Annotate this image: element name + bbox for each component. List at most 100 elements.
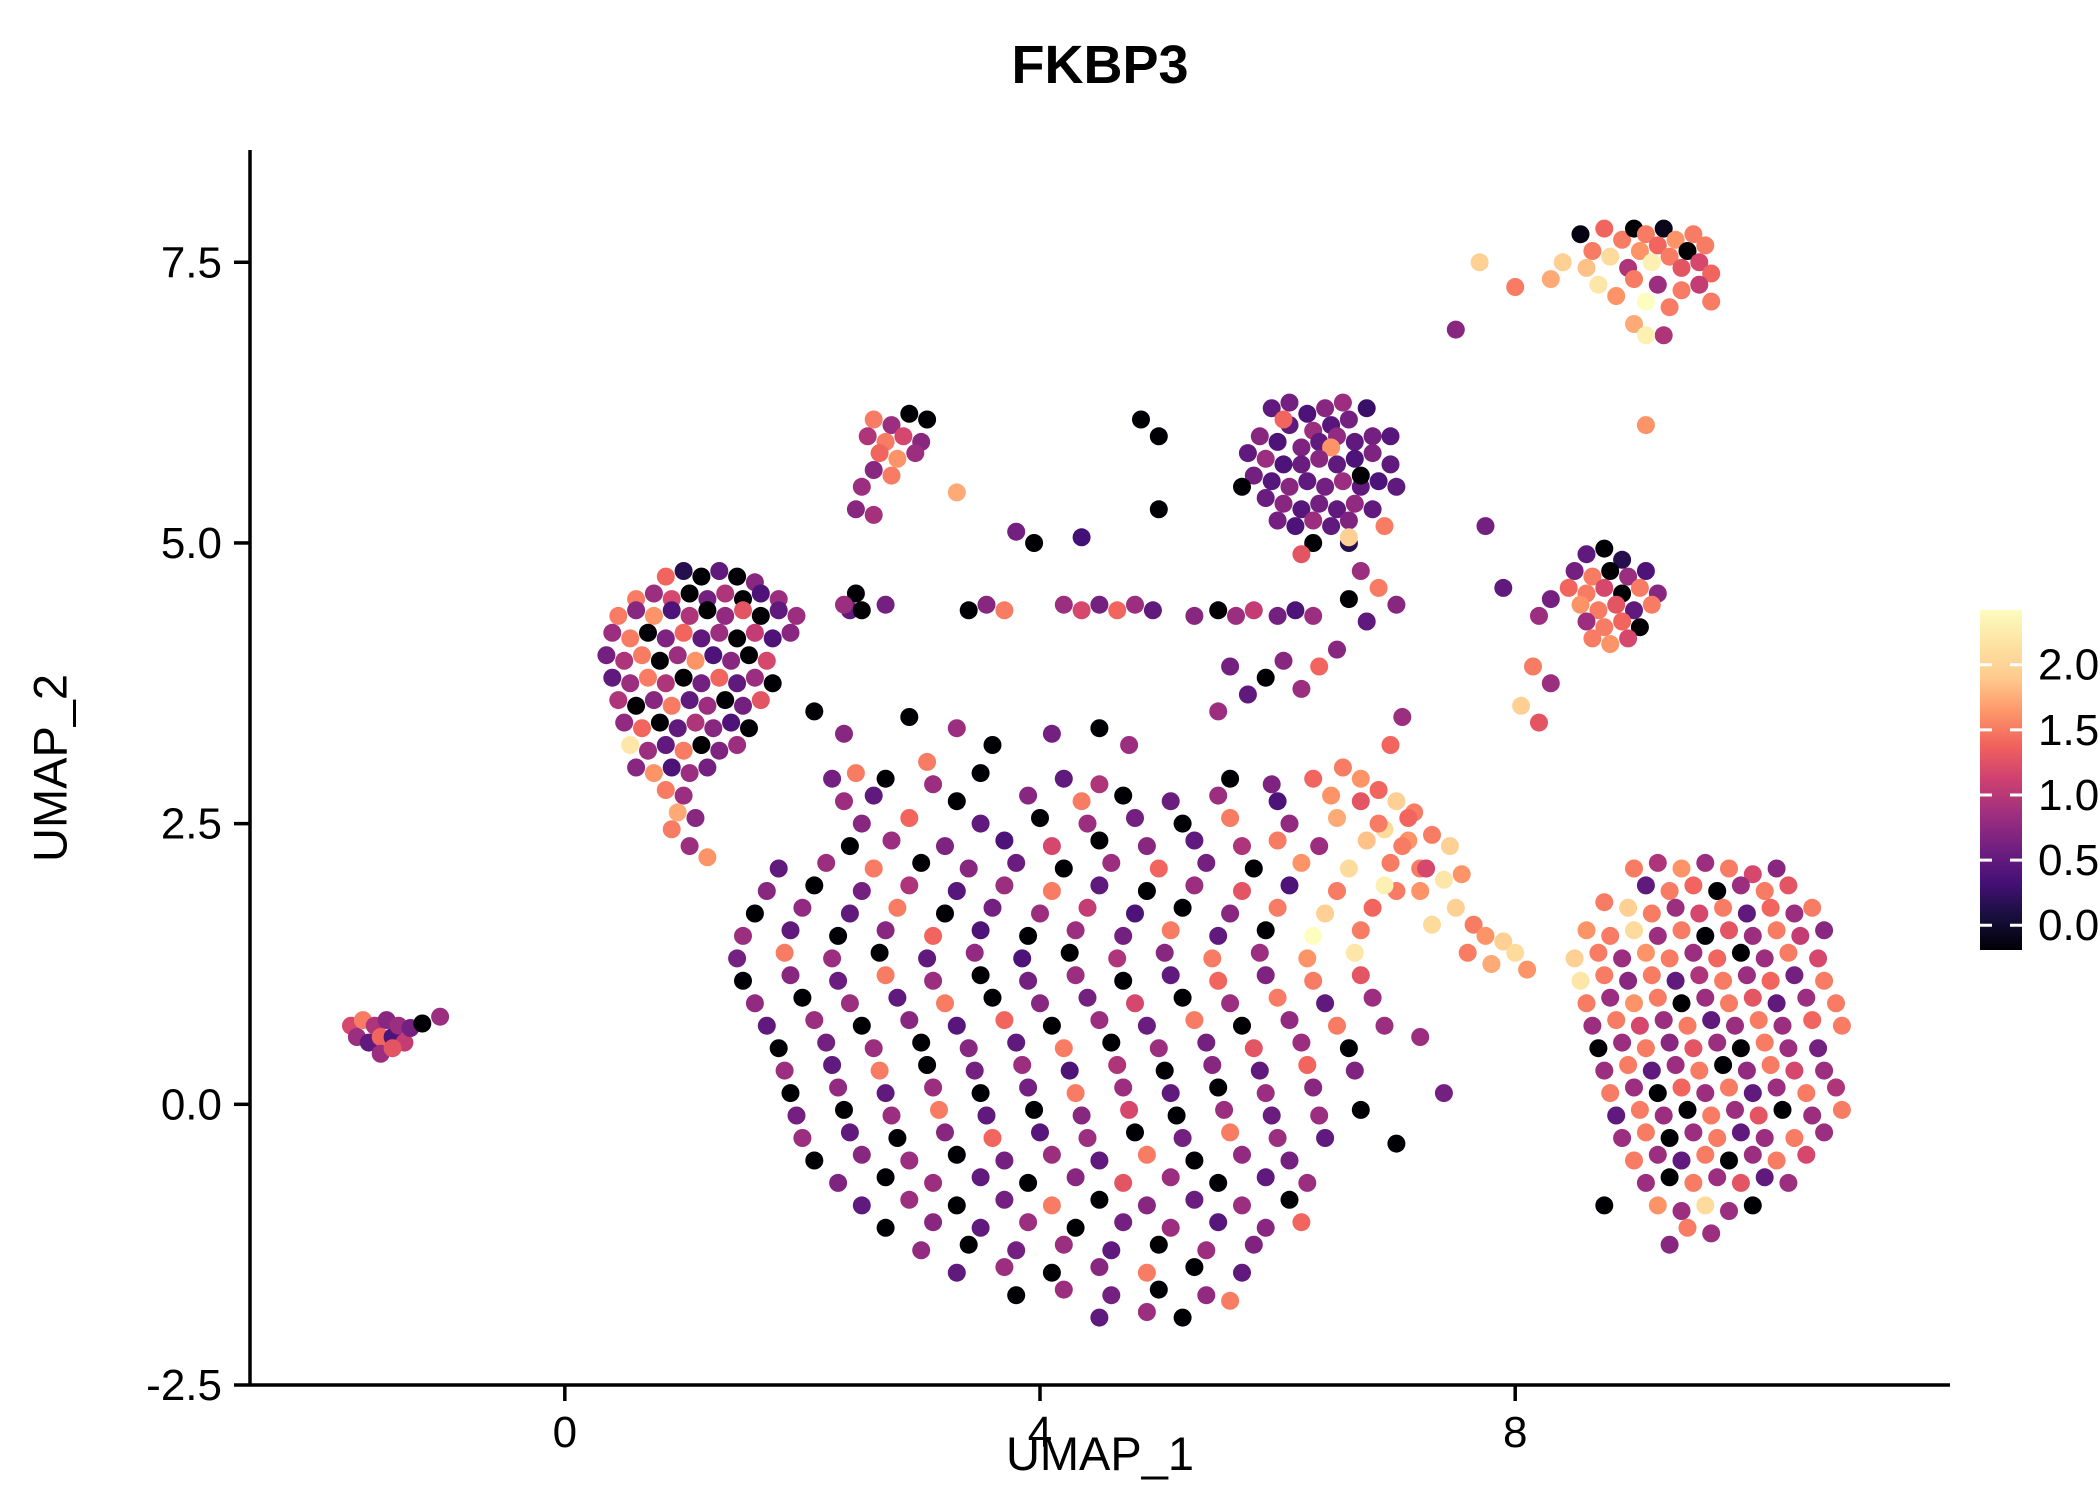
data-point — [1779, 876, 1798, 895]
data-point — [1108, 949, 1127, 968]
data-point — [1304, 1078, 1323, 1097]
data-point — [971, 764, 990, 783]
data-point — [740, 719, 758, 738]
data-point — [1173, 814, 1192, 833]
data-point — [1417, 859, 1436, 878]
data-point — [1660, 1235, 1679, 1254]
data-point — [1411, 882, 1430, 900]
data-point — [1613, 550, 1632, 569]
data-point — [1102, 1033, 1121, 1052]
data-point — [1369, 781, 1388, 799]
data-point — [817, 1033, 836, 1052]
data-point — [965, 1061, 984, 1080]
data-point — [1244, 466, 1263, 485]
data-point — [710, 668, 729, 687]
data-point — [793, 898, 812, 917]
data-point — [1749, 1106, 1768, 1125]
data-point — [757, 651, 776, 670]
data-point — [1149, 427, 1168, 446]
data-point — [1595, 578, 1614, 597]
data-point — [983, 736, 1002, 754]
data-point — [900, 1190, 919, 1209]
data-point — [1114, 1078, 1133, 1097]
data-point — [1797, 988, 1816, 1007]
data-point — [1197, 1033, 1216, 1052]
data-point — [823, 949, 842, 968]
data-point — [1042, 1196, 1061, 1215]
data-point — [1773, 1100, 1792, 1119]
data-point — [1666, 971, 1685, 990]
data-point — [1090, 1308, 1109, 1327]
data-point — [1060, 943, 1079, 962]
x-tick-label: 8 — [1503, 1408, 1527, 1457]
data-point — [1642, 1061, 1661, 1080]
data-point — [1126, 904, 1144, 923]
data-point — [1625, 315, 1643, 333]
data-point — [829, 1078, 848, 1097]
data-point — [1464, 915, 1483, 934]
data-point — [740, 646, 758, 665]
data-point — [662, 696, 681, 715]
data-point — [1339, 859, 1358, 878]
data-point — [995, 876, 1014, 895]
data-point — [971, 1168, 990, 1187]
data-point — [1227, 606, 1245, 625]
data-point — [692, 629, 711, 648]
data-point — [1339, 410, 1358, 429]
data-point — [1815, 921, 1834, 940]
data-point — [1280, 814, 1299, 833]
data-point — [1524, 657, 1542, 676]
data-point — [1042, 1145, 1061, 1164]
data-point — [769, 1039, 788, 1058]
data-point — [1042, 1263, 1061, 1282]
data-point — [1607, 595, 1626, 614]
data-point — [1238, 685, 1257, 704]
data-point — [627, 758, 646, 777]
data-point — [1381, 427, 1400, 446]
data-point — [977, 595, 996, 614]
data-point — [1690, 904, 1709, 923]
data-point — [1749, 1011, 1768, 1030]
data-point — [1648, 1084, 1667, 1103]
data-point — [840, 904, 859, 923]
data-point — [710, 562, 729, 580]
data-point — [1126, 1123, 1144, 1142]
data-point — [1726, 1100, 1744, 1119]
data-point — [1292, 679, 1311, 698]
data-point — [936, 994, 954, 1013]
data-point — [995, 601, 1014, 620]
data-point — [1114, 1213, 1133, 1232]
data-point — [1375, 517, 1394, 536]
colorbar-tick-label: 0.0 — [2038, 901, 2099, 950]
data-point — [1619, 629, 1638, 648]
data-point — [793, 988, 812, 1007]
data-point — [1209, 786, 1228, 805]
data-point — [876, 595, 895, 614]
data-point — [1595, 1196, 1614, 1215]
data-point — [1161, 921, 1180, 940]
data-point — [1482, 955, 1501, 973]
data-point — [1393, 837, 1412, 856]
data-point — [1571, 595, 1590, 614]
data-point — [1595, 539, 1614, 558]
data-point — [1102, 1241, 1121, 1260]
data-point — [1149, 500, 1168, 519]
data-point — [864, 859, 883, 878]
data-point — [1636, 876, 1655, 895]
data-point — [728, 629, 747, 648]
data-point — [918, 410, 937, 429]
data-point — [1244, 601, 1263, 620]
data-point — [959, 859, 978, 878]
data-point — [1648, 1145, 1667, 1164]
data-point — [734, 601, 752, 620]
data-point — [1250, 943, 1269, 962]
data-point — [1577, 921, 1596, 940]
data-point — [888, 1129, 907, 1147]
data-point — [1743, 1084, 1762, 1103]
data-point — [971, 966, 990, 985]
data-point — [1613, 612, 1632, 631]
data-point — [674, 668, 693, 687]
data-point — [1672, 281, 1691, 300]
data-point — [1654, 1106, 1673, 1125]
